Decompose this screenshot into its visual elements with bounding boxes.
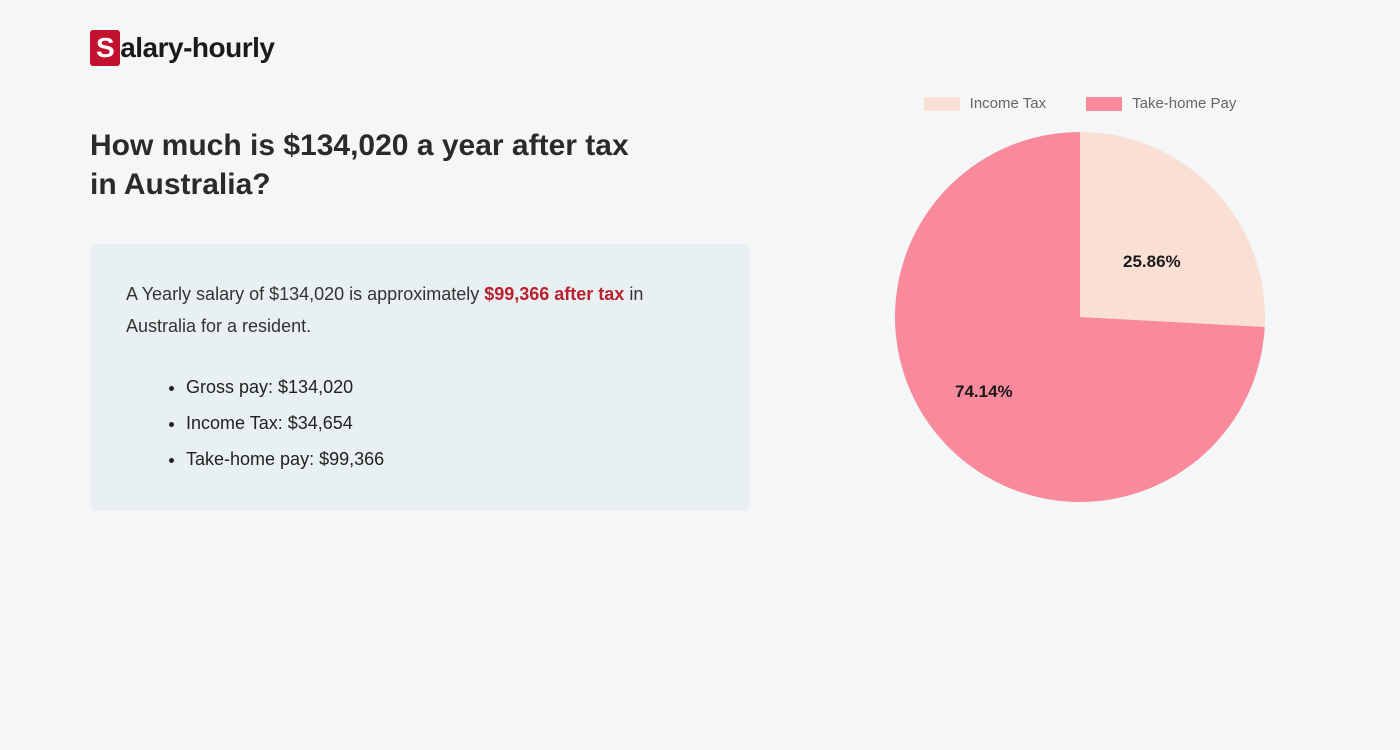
- slice-label-income-tax: 25.86%: [1123, 252, 1181, 272]
- site-logo: Salary-hourly: [90, 30, 780, 66]
- legend-swatch: [924, 97, 960, 111]
- summary-text-before: A Yearly salary of $134,020 is approxima…: [126, 284, 484, 304]
- left-column: Salary-hourly How much is $134,020 a yea…: [90, 30, 820, 720]
- summary-text: A Yearly salary of $134,020 is approxima…: [126, 278, 714, 343]
- legend-label: Income Tax: [970, 95, 1046, 112]
- right-column: Income Tax Take-home Pay 25.86% 74.14%: [820, 30, 1340, 720]
- summary-box: A Yearly salary of $134,020 is approxima…: [90, 244, 750, 511]
- logo-text: alary-hourly: [120, 32, 274, 63]
- slice-label-take-home: 74.14%: [955, 382, 1013, 402]
- page-title: How much is $134,020 a year after tax in…: [90, 126, 650, 204]
- summary-highlight: $99,366 after tax: [484, 284, 624, 304]
- page-container: Salary-hourly How much is $134,020 a yea…: [0, 0, 1400, 750]
- pie-svg: [895, 132, 1265, 502]
- legend-item-income-tax: Income Tax: [924, 95, 1046, 112]
- legend-swatch: [1086, 97, 1122, 111]
- legend-item-take-home: Take-home Pay: [1086, 95, 1236, 112]
- list-item: Take-home pay: $99,366: [186, 441, 714, 477]
- chart-legend: Income Tax Take-home Pay: [924, 95, 1237, 112]
- list-item: Income Tax: $34,654: [186, 405, 714, 441]
- pie-chart: 25.86% 74.14%: [895, 132, 1265, 502]
- pie-slice: [1080, 132, 1265, 327]
- logo-badge: S: [90, 30, 120, 66]
- summary-list: Gross pay: $134,020 Income Tax: $34,654 …: [126, 369, 714, 477]
- legend-label: Take-home Pay: [1132, 95, 1236, 112]
- list-item: Gross pay: $134,020: [186, 369, 714, 405]
